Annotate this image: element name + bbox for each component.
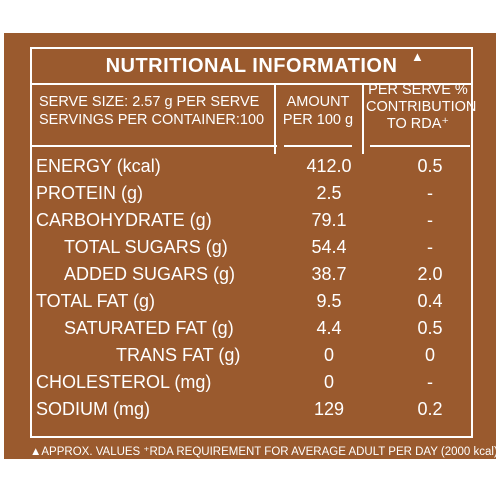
- nutrient-rda: 0.4: [417, 291, 443, 311]
- nutrient-name: TOTAL FAT (g): [36, 291, 156, 311]
- nutrient-row: TOTAL FAT (g) 9.5 0.4: [30, 288, 473, 315]
- nutrient-amount: 412.0: [306, 156, 352, 176]
- nutrient-rda: -: [427, 237, 433, 257]
- nutrient-row: PROTEIN (g) 2.5 -: [30, 180, 473, 207]
- col-amount-line2: PER 100 g: [282, 112, 354, 128]
- servings-per-container: SERVINGS PER CONTAINER:100: [39, 112, 265, 128]
- nutrient-rda: 0.5: [417, 318, 443, 338]
- label-title: NUTRITIONAL INFORMATION: [105, 55, 398, 77]
- nutrient-row: TRANS FAT (g) 0 0: [30, 342, 473, 369]
- nutrition-label: NUTRITIONAL INFORMATION ▲ SERVE SIZE: 2.…: [4, 33, 498, 459]
- nutrient-rda: 0.2: [417, 399, 443, 419]
- nutrient-rda: 0.5: [417, 156, 443, 176]
- col-amount-line1: AMOUNT: [286, 94, 350, 110]
- nutrient-amount: 9.5: [316, 291, 342, 311]
- nutrient-amount: 38.7: [311, 264, 347, 284]
- nutrient-amount: 2.5: [316, 183, 342, 203]
- nutrient-row: CARBOHYDRATE (g) 79.1 -: [30, 207, 473, 234]
- header-divider-left: [30, 145, 277, 147]
- nutrient-amount: 54.4: [311, 237, 347, 257]
- col-rda-line3: TO RDA⁺: [386, 116, 450, 132]
- nutrient-amount: 129: [313, 399, 345, 419]
- nutrient-name: SATURATED FAT (g): [64, 318, 234, 338]
- col-divider-2: [362, 83, 364, 154]
- nutrient-name: CHOLESTEROL (mg): [36, 372, 212, 392]
- footnote: ▲APPROX. VALUES ⁺RDA REQUIREMENT FOR AVE…: [30, 446, 498, 458]
- nutrient-name: SODIUM (mg): [36, 399, 150, 419]
- nutrient-rda: 0: [424, 345, 435, 365]
- header-divider-right: [370, 145, 470, 147]
- col-rda-line2: CONTRIBUTION: [366, 99, 477, 115]
- nutrient-row: SODIUM (mg) 129 0.2: [30, 396, 473, 423]
- col-divider-1: [274, 83, 276, 154]
- nutrient-amount: 0: [323, 345, 334, 365]
- nutrient-name: PROTEIN (g): [36, 183, 144, 203]
- nutrient-rda: -: [427, 210, 433, 230]
- nutrient-rda: -: [427, 183, 433, 203]
- header-divider-mid: [284, 145, 352, 147]
- col-rda-line1: PER SERVE %: [368, 82, 468, 98]
- nutrient-row: TOTAL SUGARS (g) 54.4 -: [30, 234, 473, 261]
- approx-mark: ▲: [411, 49, 424, 64]
- nutrient-rda: -: [427, 372, 433, 392]
- label-frame: [30, 47, 473, 438]
- nutrient-name: ADDED SUGARS (g): [64, 264, 236, 284]
- nutrient-row: ENERGY (kcal) 412.0 0.5: [30, 153, 473, 180]
- nutrient-rda: 2.0: [417, 264, 443, 284]
- nutrient-name: TRANS FAT (g): [116, 345, 241, 365]
- nutrient-name: ENERGY (kcal): [36, 156, 161, 176]
- nutrient-amount: 79.1: [311, 210, 347, 230]
- nutrient-name: CARBOHYDRATE (g): [36, 210, 212, 230]
- nutrient-row: ADDED SUGARS (g) 38.7 2.0: [30, 261, 473, 288]
- nutrient-amount: 0: [323, 372, 334, 392]
- nutrient-row: CHOLESTEROL (mg) 0 -: [30, 369, 473, 396]
- serve-size: SERVE SIZE: 2.57 g PER SERVE: [39, 94, 260, 110]
- nutrient-name: TOTAL SUGARS (g): [64, 237, 228, 257]
- title-divider: [30, 83, 473, 85]
- nutrient-amount: 4.4: [316, 318, 342, 338]
- nutrient-row: SATURATED FAT (g) 4.4 0.5: [30, 315, 473, 342]
